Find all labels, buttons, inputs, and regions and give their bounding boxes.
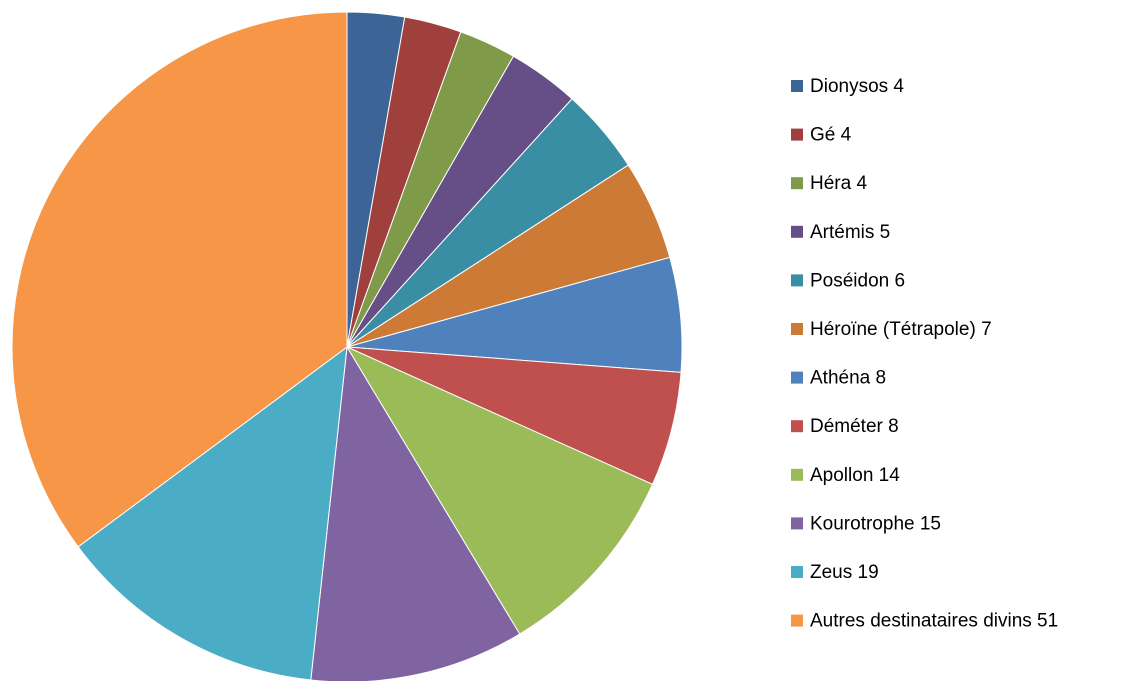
legend-swatch [791, 225, 803, 238]
legend-label: Zeus 19 [810, 562, 879, 583]
legend-swatch [791, 566, 803, 578]
legend-swatch [791, 420, 803, 433]
legend-label: Déméter 8 [810, 416, 899, 437]
legend-swatch [791, 323, 803, 335]
legend-swatch [791, 80, 803, 92]
pie-slice [310, 345, 521, 681]
legend-swatch [791, 517, 803, 530]
legend-label: Poséidon 6 [810, 270, 905, 291]
pie-slice [345, 345, 654, 635]
legend-swatch [791, 371, 803, 384]
legend-swatch [791, 274, 803, 287]
legend-swatch [791, 128, 803, 141]
legend-swatch [791, 177, 803, 190]
legend-label: Kourotrophe 15 [810, 513, 941, 534]
legend-label: Artémis 5 [810, 222, 890, 243]
legend-label: Autres destinataires divins 51 [810, 611, 1058, 632]
pie-slice [11, 11, 348, 548]
legend-label: Héra 4 [810, 173, 867, 194]
legend-label: Athéna 8 [810, 368, 886, 389]
legend-swatch [791, 468, 803, 481]
legend-label: Héroïne (Tétrapole) 7 [810, 319, 992, 340]
legend-label: Apollon 14 [810, 465, 900, 486]
legend-label: Gé 4 [810, 125, 852, 146]
pie-slice [77, 345, 348, 681]
legend-swatch [791, 614, 803, 627]
legend-label: Dionysos 4 [810, 76, 904, 97]
